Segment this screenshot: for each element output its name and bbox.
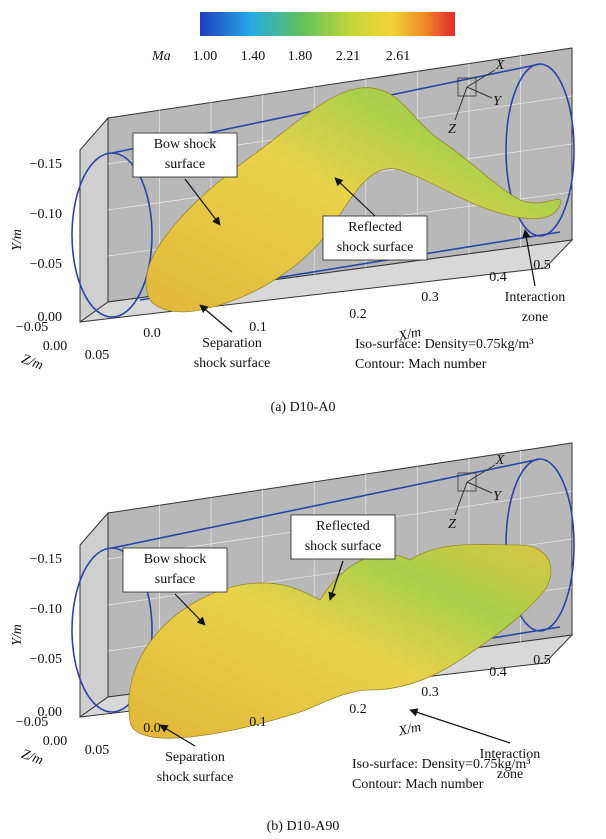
side-wall	[80, 513, 108, 717]
x-tick-label: 0.2	[349, 702, 367, 717]
z-tick-label: −0.05	[16, 320, 48, 335]
colorbar-tick: 1.40	[241, 49, 266, 64]
x-tick-label: 0.3	[421, 290, 439, 305]
colorbar-tick: 2.21	[336, 49, 361, 64]
colorbar-tick: 1.80	[288, 49, 313, 64]
x-tick-label: 0.4	[489, 665, 507, 680]
note-arrow	[200, 305, 232, 332]
annotation: Separation	[165, 750, 225, 765]
figure: Ma 1.00 1.40 1.80 2.21 2.61 −0.15 −0.10 −0.05 0.0…	[0, 0, 606, 839]
legend-text: Contour: Mach number	[355, 357, 487, 372]
annotation: Separation	[202, 336, 262, 351]
y-tick-label: −0.05	[30, 652, 62, 667]
annotation: shock surface	[305, 539, 382, 554]
x-tick-label: 0.5	[533, 258, 551, 273]
legend-text: Iso-surface: Density=0.75kg/m³	[352, 757, 531, 772]
triad-label: X	[495, 453, 505, 468]
annotation: zone	[522, 310, 548, 325]
colorbar-tick: 1.00	[193, 49, 218, 64]
x-tick-label: 0.1	[249, 715, 267, 730]
triad-label: X	[495, 58, 505, 73]
panel: −0.15−0.10−0.050.00Y/m−0.050.000.05Z/m0.…	[10, 443, 574, 834]
x-tick-label: 0.2	[349, 307, 367, 322]
note-arrow	[410, 710, 510, 743]
z-tick-label: −0.05	[16, 715, 48, 730]
annotation: shock surface	[194, 356, 271, 371]
annotation: Reflected	[316, 519, 370, 534]
annotation: surface	[155, 572, 195, 587]
colorbar-label: Ma	[151, 49, 171, 64]
y-tick-label: −0.10	[30, 207, 62, 222]
colorbar	[200, 12, 455, 36]
annotation: shock surface	[337, 240, 414, 255]
legend-text: Iso-surface: Density=0.75kg/m³	[355, 337, 534, 352]
y-tick-label: −0.10	[30, 602, 62, 617]
caption: (a) D10-A0	[271, 400, 336, 415]
y-axis-label: Y/m	[10, 624, 25, 646]
z-axis-label: Z/m	[19, 352, 45, 374]
y-axis-label: Y/m	[10, 229, 25, 251]
x-tick-label: 0.3	[421, 685, 439, 700]
x-axis-label: X/m	[396, 720, 422, 740]
annotation: Bow shock	[154, 137, 217, 152]
panel: −0.15−0.10−0.050.00Y/m−0.050.000.05Z/m0.…	[10, 48, 574, 415]
annotation: shock surface	[157, 770, 234, 785]
z-tick-label: 0.00	[43, 734, 68, 749]
legend-text: Contour: Mach number	[352, 777, 484, 792]
z-axis-label: Z/m	[19, 747, 45, 769]
y-tick-label: −0.15	[30, 157, 62, 172]
x-tick-label: 0.0	[143, 721, 161, 736]
annotation: Bow shock	[144, 552, 207, 567]
annotation: surface	[165, 157, 205, 172]
annotation: Interaction	[505, 290, 566, 305]
x-tick-label: 0.5	[533, 653, 551, 668]
triad-label: Z	[448, 122, 456, 137]
caption: (b) D10-A90	[267, 819, 340, 834]
colorbar-tick: 2.61	[386, 49, 411, 64]
z-tick-label: 0.00	[43, 339, 68, 354]
x-tick-label: 0.4	[489, 270, 507, 285]
x-tick-label: 0.0	[143, 326, 161, 341]
x-tick-label: 0.1	[249, 320, 267, 335]
annotation: Reflected	[348, 220, 402, 235]
y-tick-label: −0.15	[30, 552, 62, 567]
y-tick-label: −0.05	[30, 257, 62, 272]
side-wall	[80, 118, 108, 322]
z-tick-label: 0.05	[85, 348, 110, 363]
z-tick-label: 0.05	[85, 743, 110, 758]
triad-label: Z	[448, 517, 456, 532]
